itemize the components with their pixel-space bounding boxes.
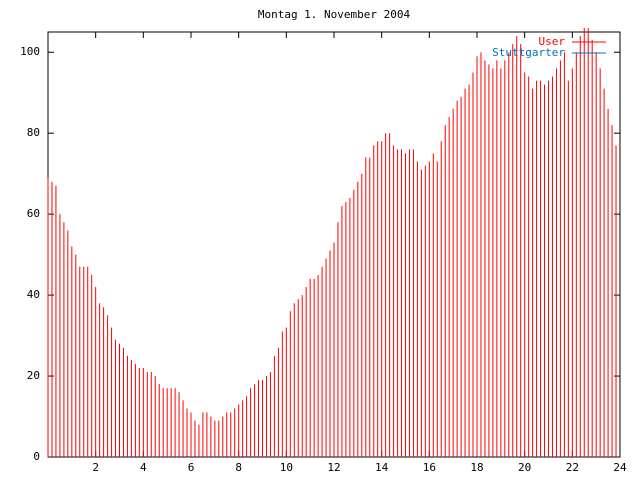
chart-title: Montag 1. November 2004 [258, 8, 411, 21]
x-tick-label: 8 [235, 461, 242, 474]
x-tick-label: 2 [92, 461, 99, 474]
y-tick-label: 40 [27, 288, 40, 301]
x-tick-label: 12 [327, 461, 340, 474]
legend-label: User [539, 35, 566, 48]
y-tick-label: 60 [27, 207, 40, 220]
x-tick-label: 24 [613, 461, 627, 474]
x-tick-label: 18 [470, 461, 483, 474]
x-tick-label: 22 [566, 461, 579, 474]
y-tick-label: 20 [27, 369, 40, 382]
x-tick-label: 4 [140, 461, 147, 474]
legend-label: Stuttgarter [492, 46, 565, 59]
x-tick-label: 20 [518, 461, 531, 474]
x-tick-label: 14 [375, 461, 389, 474]
x-tick-label: 10 [280, 461, 293, 474]
y-tick-label: 100 [20, 45, 40, 58]
y-tick-label: 80 [27, 126, 40, 139]
x-tick-label: 16 [423, 461, 436, 474]
x-tick-label: 6 [188, 461, 195, 474]
y-tick-label: 0 [33, 450, 40, 463]
